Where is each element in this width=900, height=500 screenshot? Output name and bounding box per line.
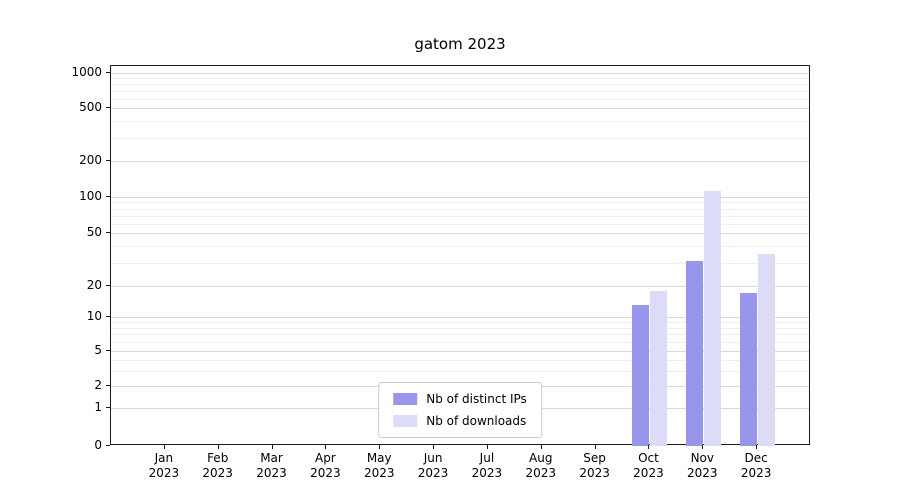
minor-gridline <box>111 202 809 204</box>
y-tick-label: 2 <box>94 378 102 392</box>
y-tick-mark <box>106 350 110 351</box>
minor-gridline <box>111 327 809 329</box>
x-tick-mark <box>648 445 650 449</box>
y-tick-label: 100 <box>79 189 102 203</box>
minor-gridline <box>111 84 809 86</box>
y-tick-mark <box>106 285 110 286</box>
legend-label-distinct-ips: Nb of distinct IPs <box>426 392 527 406</box>
major-gridline <box>111 233 809 234</box>
x-tick-label: Oct 2023 <box>633 451 664 480</box>
minor-gridline <box>111 91 809 92</box>
major-gridline <box>111 197 809 198</box>
minor-gridline <box>111 322 809 324</box>
y-tick-mark <box>106 316 110 317</box>
x-tick-label: Feb 2023 <box>202 451 233 480</box>
legend: Nb of distinct IPs Nb of downloads <box>378 382 542 438</box>
bar-distinct-ips-dec-2023 <box>739 293 757 446</box>
y-tick-label: 200 <box>79 153 102 167</box>
bar-downloads-oct-2023 <box>649 290 667 446</box>
x-tick-label: Jul 2023 <box>471 451 503 480</box>
bar-distinct-ips-nov-2023 <box>685 260 703 446</box>
x-tick-mark <box>379 445 381 449</box>
chart-title: gatom 2023 <box>414 35 506 53</box>
bar-downloads-dec-2023 <box>757 253 775 446</box>
legend-item-distinct-ips: Nb of distinct IPs <box>393 392 527 406</box>
y-tick-mark <box>106 445 110 446</box>
x-tick-label: Mar 2023 <box>256 451 287 480</box>
x-tick-mark <box>433 445 435 449</box>
y-tick-label: 500 <box>79 100 102 114</box>
major-gridline <box>111 108 809 109</box>
x-tick-mark <box>756 445 758 449</box>
x-tick-label: May 2023 <box>363 451 395 480</box>
x-tick-mark <box>163 445 165 449</box>
y-tick-mark <box>106 407 110 408</box>
x-tick-mark <box>702 445 704 449</box>
x-tick-mark <box>540 445 542 449</box>
y-tick-label: 10 <box>86 309 102 323</box>
y-tick-label: 5 <box>94 343 102 357</box>
legend-label-downloads: Nb of downloads <box>426 414 527 428</box>
y-tick-label: 20 <box>86 278 102 292</box>
major-gridline <box>111 161 809 162</box>
x-tick-label: Sep 2023 <box>579 451 610 480</box>
x-tick-mark <box>271 445 273 449</box>
bar-distinct-ips-oct-2023 <box>631 305 649 446</box>
y-tick-mark <box>106 107 110 108</box>
x-tick-mark <box>217 445 219 449</box>
major-gridline <box>111 317 809 318</box>
x-tick-label: Jun 2023 <box>417 451 449 480</box>
x-tick-label: Jan 2023 <box>148 451 180 480</box>
minor-gridline <box>111 245 809 247</box>
minor-gridline <box>111 215 809 217</box>
legend-swatch-distinct-ips <box>393 393 418 405</box>
minor-gridline <box>111 359 809 361</box>
minor-gridline <box>111 342 809 344</box>
major-gridline <box>111 351 809 352</box>
y-tick-mark <box>106 232 110 233</box>
major-gridline <box>111 73 809 74</box>
x-tick-label: Apr 2023 <box>310 451 341 480</box>
minor-gridline <box>111 370 809 372</box>
y-tick-label: 50 <box>86 225 102 239</box>
minor-gridline <box>111 120 809 122</box>
y-tick-mark <box>106 72 110 73</box>
y-tick-label: 1000 <box>71 65 102 79</box>
y-tick-mark <box>106 196 110 197</box>
y-tick-label: 0 <box>94 438 102 452</box>
minor-gridline <box>111 78 809 80</box>
x-tick-label: Nov 2023 <box>687 451 718 480</box>
minor-gridline <box>111 262 809 264</box>
y-tick-label: 1 <box>94 400 102 414</box>
plot-area: Nb of distinct IPs Nb of downloads <box>110 65 810 446</box>
y-tick-mark <box>106 160 110 161</box>
x-tick-mark <box>325 445 327 449</box>
y-tick-mark <box>106 385 110 386</box>
x-tick-mark <box>486 445 488 449</box>
minor-gridline <box>111 223 809 225</box>
x-tick-label: Dec 2023 <box>740 451 772 480</box>
minor-gridline <box>111 334 809 336</box>
legend-swatch-downloads <box>393 415 418 427</box>
bar-downloads-nov-2023 <box>703 191 721 446</box>
x-tick-label: Aug 2023 <box>525 451 557 480</box>
major-gridline <box>111 286 809 287</box>
minor-gridline <box>111 208 809 210</box>
minor-gridline <box>111 98 809 100</box>
x-tick-mark <box>594 445 596 449</box>
minor-gridline <box>111 137 809 139</box>
legend-item-downloads: Nb of downloads <box>393 414 527 428</box>
